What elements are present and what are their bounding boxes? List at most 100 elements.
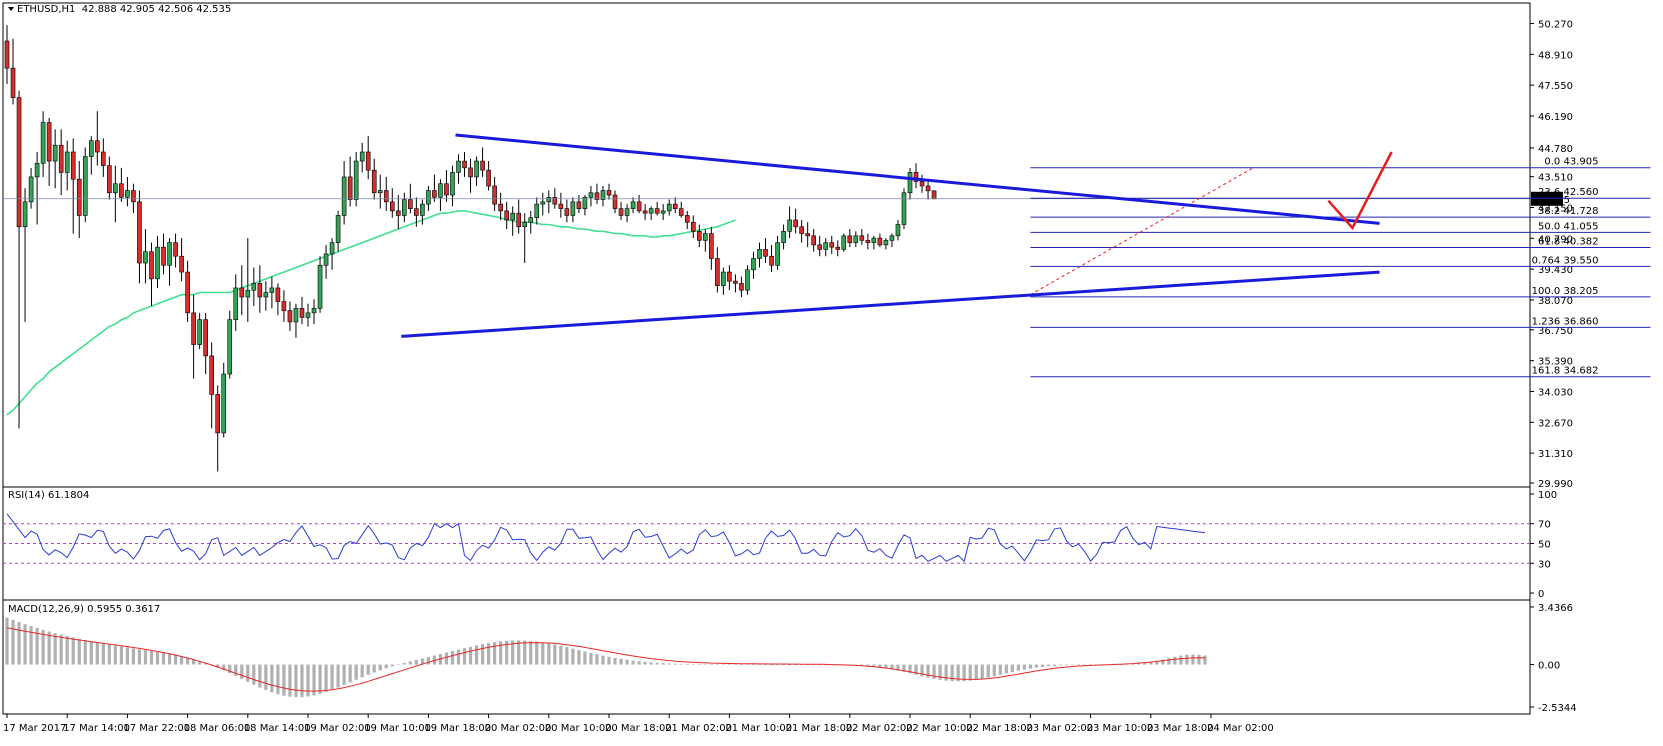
- macd-histogram-bar: [59, 634, 63, 665]
- macd-histogram-bar: [480, 644, 485, 665]
- macd-histogram-bar: [745, 664, 750, 665]
- candle-body: [462, 160, 467, 169]
- candle-body: [76, 178, 82, 216]
- macd-histogram-bar: [432, 655, 437, 665]
- candle-body: [191, 312, 196, 345]
- rsi-header: RSI(14) 61.1804: [8, 490, 89, 501]
- candle-body: [817, 244, 823, 250]
- candle-body: [907, 172, 913, 194]
- price-panel-frame: [2, 2, 1531, 488]
- macd-histogram-bar: [872, 664, 876, 667]
- candle-body: [311, 308, 317, 314]
- time-tick-label: 22 Mar 02:00: [846, 723, 913, 734]
- macd-histogram-bar: [1191, 654, 1195, 665]
- macd-histogram-bar: [565, 647, 569, 665]
- macd-histogram-bar: [125, 647, 129, 665]
- candle-body: [88, 140, 94, 157]
- candle-body: [34, 163, 40, 178]
- candle-body: [432, 190, 437, 198]
- candle-body: [58, 144, 64, 173]
- candle-body: [690, 221, 696, 232]
- candle-body: [672, 203, 678, 209]
- macd-histogram-bar: [631, 660, 635, 665]
- macd-histogram-bar: [890, 664, 894, 670]
- candle-body: [853, 235, 859, 243]
- macd-histogram-bar: [1058, 664, 1063, 666]
- candle-body: [558, 203, 564, 209]
- candle-body: [251, 283, 257, 291]
- macd-histogram-bar: [763, 664, 768, 665]
- fib-anchor-dashed-line: [1030, 167, 1254, 296]
- fib-level-label: 61.8 40.382: [1538, 237, 1598, 248]
- candle-body: [901, 192, 907, 225]
- macd-tick-label: -2.5344: [1538, 703, 1577, 714]
- candle-body: [426, 190, 431, 205]
- candle-body: [528, 217, 534, 223]
- macd-histogram-bar: [240, 664, 244, 679]
- price-tick-label: 29.990: [1538, 479, 1573, 490]
- candle-body: [823, 242, 829, 250]
- macd-histogram-bar: [757, 664, 762, 665]
- macd-histogram-bar: [1173, 656, 1177, 665]
- macd-histogram-bar: [709, 664, 713, 665]
- candle-body: [167, 242, 172, 266]
- macd-histogram-bar: [529, 640, 533, 665]
- macd-histogram-bar: [998, 664, 1002, 675]
- candle-body: [763, 249, 768, 257]
- macd-histogram-bar: [800, 664, 804, 666]
- macd-histogram-bar: [944, 664, 948, 681]
- candle-body: [721, 271, 726, 286]
- price-tick-label: 31.310: [1538, 449, 1573, 460]
- macd-histogram-bar: [300, 664, 304, 698]
- candle-body: [323, 253, 329, 266]
- candle-body: [829, 242, 835, 248]
- macd-histogram-bar: [137, 649, 142, 665]
- macd-histogram-bar: [390, 664, 394, 667]
- candle-body: [654, 208, 660, 214]
- candle-body: [925, 185, 931, 192]
- candle-body: [173, 242, 178, 257]
- macd-histogram-bar: [288, 664, 292, 697]
- macd-histogram-bar: [559, 645, 563, 665]
- candle-body: [341, 176, 347, 216]
- candle-body: [82, 156, 88, 216]
- candle-body: [209, 355, 214, 395]
- macd-histogram-bar: [980, 664, 984, 679]
- macd-histogram-bar: [1197, 654, 1201, 665]
- macd-histogram-bar: [511, 640, 515, 665]
- time-tick-label: 23 Mar 18:00: [1147, 723, 1214, 734]
- dropdown-triangle-icon[interactable]: [8, 7, 14, 11]
- candle-body: [4, 40, 10, 69]
- macd-histogram-bar: [986, 664, 990, 678]
- macd-histogram-bar: [1070, 664, 1075, 666]
- candle-body: [642, 210, 648, 214]
- candle-body: [359, 151, 365, 162]
- rsi-label: RSI(14) 61.1804: [8, 490, 90, 501]
- macd-histogram-bar: [330, 664, 334, 690]
- macd-histogram-bar: [1028, 664, 1032, 669]
- candle-body: [540, 201, 546, 205]
- candle-body: [353, 160, 359, 200]
- time-tick-label: 24 Mar 02:00: [1207, 723, 1274, 734]
- symbol-label: ETHUSD,H1: [17, 4, 76, 15]
- candle-body: [877, 237, 883, 246]
- macd-histogram-bar: [1155, 660, 1159, 665]
- macd-histogram-bar: [161, 653, 166, 665]
- candle-body: [185, 271, 190, 314]
- macd-histogram-bar: [11, 619, 15, 665]
- macd-histogram-bar: [649, 662, 653, 665]
- candle-body: [389, 201, 395, 212]
- candle-body: [522, 221, 528, 228]
- macd-histogram-bar: [372, 664, 376, 673]
- candle-body: [10, 67, 16, 98]
- macd-histogram-bar: [625, 659, 629, 665]
- candle-body: [113, 183, 118, 194]
- candle-body: [709, 233, 714, 259]
- macd-histogram-bar: [1040, 664, 1045, 667]
- macd-histogram-bar: [53, 633, 57, 665]
- candle-body: [408, 199, 413, 209]
- candle-body: [257, 283, 263, 298]
- macd-histogram-bar: [812, 664, 816, 666]
- candle-body: [335, 215, 341, 243]
